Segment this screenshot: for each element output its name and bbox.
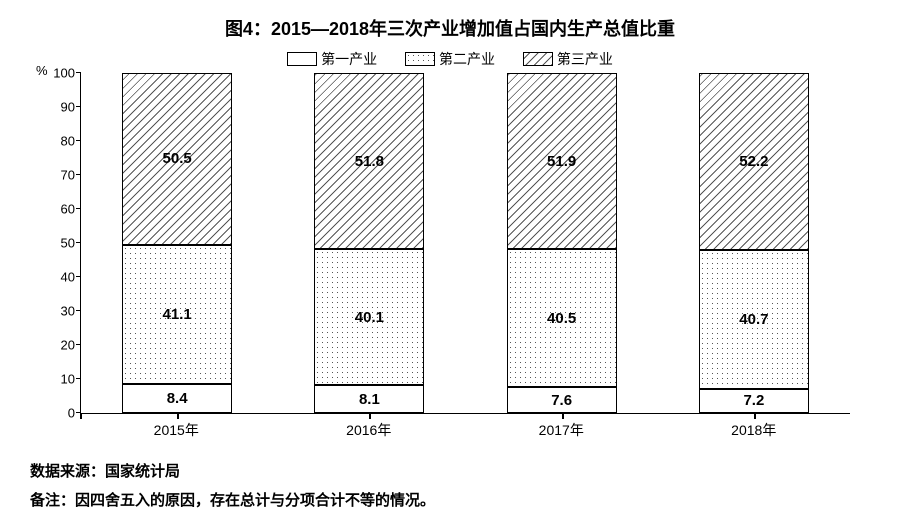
bar-segment-secondary: 40.5 bbox=[507, 249, 617, 387]
y-tick-label: 60 bbox=[41, 202, 75, 217]
y-tick-label: 20 bbox=[41, 338, 75, 353]
x-tick-mark bbox=[80, 413, 82, 419]
bar-value-label: 50.5 bbox=[163, 150, 192, 167]
bars-container: 8.4 41.1 50.5 8.1 40.1 51.8 7.6 40.5 51.9 7.2 40.7… bbox=[81, 73, 850, 413]
footer-notes: 数据来源：国家统计局 备注：因四舍五入的原因，存在总计与分项合计不等的情况。 bbox=[30, 458, 870, 515]
bar-value-label: 40.1 bbox=[355, 309, 384, 326]
x-axis-labels: 2015年 2016年 2017年 2018年 bbox=[80, 420, 850, 440]
x-tick-mark bbox=[754, 413, 756, 419]
bar: 7.6 40.5 51.9 bbox=[507, 73, 617, 413]
legend-item-secondary: 第二产业 bbox=[405, 49, 495, 69]
y-tick-label: 40 bbox=[41, 270, 75, 285]
legend-item-tertiary: 第三产业 bbox=[523, 49, 613, 69]
bar-segment-tertiary: 50.5 bbox=[122, 73, 232, 245]
y-tick-label: 100 bbox=[41, 66, 75, 81]
legend-swatch-primary bbox=[287, 52, 317, 66]
legend: 第一产业 第二产业 第三产业 bbox=[30, 49, 870, 69]
bar-segment-secondary: 40.7 bbox=[699, 250, 809, 388]
x-tick-label: 2017年 bbox=[506, 420, 616, 440]
x-tick-mark bbox=[562, 413, 564, 419]
x-tick-label: 2018年 bbox=[699, 420, 809, 440]
bar-value-label: 51.9 bbox=[547, 153, 576, 170]
y-tick-mark bbox=[76, 378, 81, 380]
y-tick-mark bbox=[76, 344, 81, 346]
chart-title: 图4：2015—2018年三次产业增加值占国内生产总值比重 bbox=[30, 15, 870, 41]
source-value: 国家统计局 bbox=[105, 463, 180, 480]
bar: 8.1 40.1 51.8 bbox=[314, 73, 424, 413]
bar-segment-primary: 7.2 bbox=[699, 389, 809, 413]
legend-label-tertiary: 第三产业 bbox=[557, 49, 613, 69]
legend-swatch-tertiary bbox=[523, 52, 553, 66]
plot-area: 8.4 41.1 50.5 8.1 40.1 51.8 7.6 40.5 51.9 7.2 40.7… bbox=[80, 73, 850, 414]
bar-value-label: 8.4 bbox=[167, 390, 188, 407]
bar-segment-primary: 8.4 bbox=[122, 384, 232, 413]
legend-label-secondary: 第二产业 bbox=[439, 49, 495, 69]
y-tick-mark bbox=[76, 72, 81, 74]
bar-value-label: 51.8 bbox=[355, 153, 384, 170]
bar: 7.2 40.7 52.2 bbox=[699, 73, 809, 413]
x-tick-mark bbox=[177, 413, 179, 419]
y-tick-mark bbox=[76, 140, 81, 142]
bar-segment-tertiary: 51.9 bbox=[507, 73, 617, 249]
x-tick-label: 2016年 bbox=[314, 420, 424, 440]
x-tick-label: 2015年 bbox=[121, 420, 231, 440]
bar-segment-tertiary: 51.8 bbox=[314, 73, 424, 249]
y-tick-mark bbox=[76, 242, 81, 244]
y-tick-label: 0 bbox=[41, 406, 75, 421]
bar-value-label: 7.6 bbox=[551, 392, 572, 409]
bar-value-label: 40.5 bbox=[547, 310, 576, 327]
bar-segment-primary: 7.6 bbox=[507, 387, 617, 413]
bar-value-label: 40.7 bbox=[739, 311, 768, 328]
y-tick-label: 70 bbox=[41, 168, 75, 183]
bar-value-label: 41.1 bbox=[163, 306, 192, 323]
bar-segment-secondary: 41.1 bbox=[122, 245, 232, 385]
y-tick-mark bbox=[76, 310, 81, 312]
bar-segment-tertiary: 52.2 bbox=[699, 73, 809, 250]
note-value: 因四舍五入的原因，存在总计与分项合计不等的情况。 bbox=[75, 492, 435, 509]
note-label: 备注： bbox=[30, 492, 75, 509]
y-tick-label: 50 bbox=[41, 236, 75, 251]
chart-area: % 8.441.150.58.140.151.87.640.551.97.240… bbox=[80, 73, 850, 440]
bar-value-label: 52.2 bbox=[739, 153, 768, 170]
y-tick-label: 10 bbox=[41, 372, 75, 387]
bar-value-label: 8.1 bbox=[359, 391, 380, 408]
y-tick-label: 90 bbox=[41, 100, 75, 115]
source-label: 数据来源： bbox=[30, 463, 105, 480]
bar-segment-primary: 8.1 bbox=[314, 385, 424, 413]
bar: 8.4 41.1 50.5 bbox=[122, 73, 232, 413]
y-tick-label: 80 bbox=[41, 134, 75, 149]
source-line: 数据来源：国家统计局 bbox=[30, 458, 870, 487]
x-tick-mark bbox=[369, 413, 371, 419]
y-tick-mark bbox=[76, 174, 81, 176]
bar-value-label: 7.2 bbox=[743, 392, 764, 409]
y-tick-mark bbox=[76, 276, 81, 278]
legend-swatch-secondary bbox=[405, 52, 435, 66]
y-tick-label: 30 bbox=[41, 304, 75, 319]
legend-item-primary: 第一产业 bbox=[287, 49, 377, 69]
y-tick-mark bbox=[76, 106, 81, 108]
bar-segment-secondary: 40.1 bbox=[314, 249, 424, 385]
legend-label-primary: 第一产业 bbox=[321, 49, 377, 69]
note-line: 备注：因四舍五入的原因，存在总计与分项合计不等的情况。 bbox=[30, 487, 870, 516]
y-tick-mark bbox=[76, 208, 81, 210]
